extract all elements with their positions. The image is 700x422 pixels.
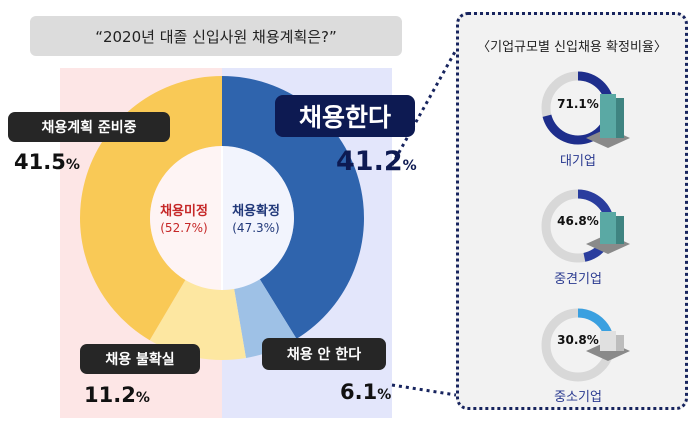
donut-slice-3 bbox=[80, 76, 222, 341]
decided-group-value: (47.3%) bbox=[232, 221, 280, 235]
uncertain-label: 채용 불확실 bbox=[80, 344, 200, 374]
decided-group-name: 채용확정 bbox=[232, 204, 280, 219]
building-icon bbox=[586, 212, 630, 254]
no-hire-label: 채용 안 한다 bbox=[262, 338, 386, 370]
undecided-group-value: (52.7%) bbox=[160, 221, 208, 235]
small-company-name: 중소기업 bbox=[554, 390, 602, 405]
ring-arc-2 bbox=[578, 308, 615, 359]
chart-title: “2020년 대졸 신입사원 채용계획은?” bbox=[30, 16, 402, 56]
preparing-percent: 41.5% bbox=[14, 150, 80, 174]
decided-center-label: 채용확정 (47.3%) bbox=[224, 204, 288, 236]
company-size-title: 〈기업규모별 신입채용 확정비율〉 bbox=[477, 40, 667, 55]
connector-line-0 bbox=[390, 49, 456, 166]
undecided-group-name: 채용미정 bbox=[160, 204, 208, 219]
hire-label: 채용한다 bbox=[275, 95, 415, 137]
building-icon bbox=[586, 94, 630, 148]
donut-chart bbox=[80, 49, 456, 397]
large-company-name: 대기업 bbox=[560, 154, 596, 169]
undecided-center-label: 채용미정 (52.7%) bbox=[152, 204, 216, 236]
large-company-value: 71.1% bbox=[557, 97, 599, 111]
mid-company-value: 46.8% bbox=[557, 214, 599, 228]
small-company-value: 30.8% bbox=[557, 333, 599, 347]
mid-company-name: 중견기업 bbox=[554, 272, 602, 287]
uncertain-percent: 11.2% bbox=[84, 383, 150, 407]
preparing-label: 채용계획 준비중 bbox=[8, 112, 170, 142]
donut-slice-2 bbox=[149, 279, 246, 360]
building-icon bbox=[586, 331, 630, 361]
hire-percent: 41.2% bbox=[336, 146, 417, 177]
no-hire-percent: 6.1% bbox=[340, 380, 392, 404]
donut-slice-0 bbox=[222, 76, 364, 339]
